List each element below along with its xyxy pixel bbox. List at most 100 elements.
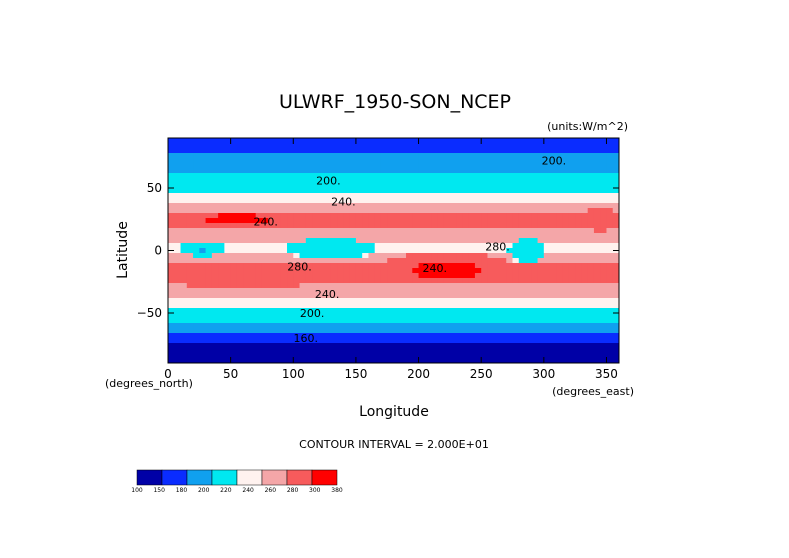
field-cell bbox=[399, 263, 407, 269]
field-cell bbox=[387, 203, 395, 209]
field-cell bbox=[343, 203, 351, 209]
field-cell bbox=[393, 293, 401, 299]
field-cell bbox=[268, 308, 276, 314]
field-cell bbox=[531, 328, 539, 334]
field-cell bbox=[581, 353, 589, 359]
field-cell bbox=[612, 278, 619, 284]
field-cell bbox=[293, 153, 301, 159]
field-cell bbox=[512, 248, 520, 254]
field-cell bbox=[355, 233, 363, 239]
field-cell bbox=[568, 228, 576, 234]
field-cell bbox=[449, 253, 457, 259]
field-cell bbox=[280, 153, 288, 159]
field-cell bbox=[606, 263, 614, 269]
field-cell bbox=[205, 358, 213, 363]
field-cell bbox=[412, 243, 420, 249]
field-cell bbox=[180, 188, 188, 194]
field-cell bbox=[606, 208, 614, 214]
field-cell bbox=[268, 253, 276, 259]
field-cell bbox=[293, 298, 301, 304]
field-cell bbox=[418, 193, 426, 199]
field-cell bbox=[537, 233, 545, 239]
field-cell bbox=[543, 248, 551, 254]
field-cell bbox=[437, 283, 445, 289]
field-cell bbox=[218, 178, 225, 184]
field-cell bbox=[193, 258, 200, 264]
field-cell bbox=[499, 348, 507, 354]
field-cell bbox=[443, 288, 451, 294]
field-cell bbox=[543, 328, 551, 334]
field-cell bbox=[186, 348, 194, 354]
field-cell bbox=[349, 228, 357, 234]
field-cell bbox=[211, 143, 219, 149]
field-cell bbox=[199, 228, 207, 234]
field-cell bbox=[412, 308, 420, 314]
field-cell bbox=[449, 198, 457, 204]
field-cell bbox=[168, 143, 175, 149]
field-cell bbox=[287, 193, 294, 199]
field-cell bbox=[562, 193, 570, 199]
field-cell bbox=[280, 238, 288, 244]
field-cell bbox=[330, 348, 338, 354]
field-cell bbox=[274, 188, 282, 194]
field-cell bbox=[431, 293, 438, 299]
field-cell bbox=[562, 208, 570, 214]
field-cell bbox=[255, 183, 263, 189]
field-cell bbox=[368, 158, 376, 164]
field-cell bbox=[230, 168, 238, 174]
field-cell bbox=[424, 323, 432, 329]
x-tick-label: 0 bbox=[164, 367, 172, 381]
field-cell bbox=[205, 318, 213, 324]
field-cell bbox=[575, 248, 583, 254]
field-cell bbox=[531, 138, 539, 144]
field-cell bbox=[431, 178, 438, 184]
field-cell bbox=[537, 343, 545, 349]
field-cell bbox=[211, 343, 219, 349]
field-cell bbox=[468, 163, 476, 169]
field-cell bbox=[299, 328, 307, 334]
field-cell bbox=[462, 223, 470, 229]
field-cell bbox=[180, 288, 188, 294]
field-cell bbox=[587, 253, 595, 259]
field-cell bbox=[380, 243, 388, 249]
field-cell bbox=[374, 158, 382, 164]
field-cell bbox=[287, 278, 294, 284]
field-cell bbox=[280, 263, 288, 269]
field-cell bbox=[431, 313, 438, 319]
field-cell bbox=[211, 193, 219, 199]
field-cell bbox=[499, 248, 507, 254]
field-cell bbox=[443, 238, 451, 244]
field-cell bbox=[537, 323, 545, 329]
field-cell bbox=[211, 168, 219, 174]
field-cell bbox=[318, 163, 326, 169]
field-cell bbox=[268, 188, 276, 194]
field-cell bbox=[443, 273, 451, 279]
field-cell bbox=[512, 283, 520, 289]
field-cell bbox=[406, 298, 413, 304]
field-cell bbox=[224, 248, 232, 254]
field-cell bbox=[581, 308, 589, 314]
field-cell bbox=[205, 268, 213, 274]
field-cell bbox=[531, 183, 539, 189]
field-cell bbox=[186, 233, 194, 239]
x-tick-label: 350 bbox=[595, 367, 618, 381]
field-cell bbox=[462, 173, 470, 179]
field-cell bbox=[174, 273, 182, 279]
field-cell bbox=[280, 203, 288, 209]
field-cell bbox=[431, 358, 438, 363]
field-cell bbox=[343, 153, 351, 159]
field-cell bbox=[261, 218, 269, 224]
field-cell bbox=[368, 178, 376, 184]
field-cell bbox=[168, 353, 175, 359]
field-cell bbox=[268, 343, 276, 349]
field-cell bbox=[312, 328, 319, 334]
field-cell bbox=[387, 343, 395, 349]
field-cell bbox=[287, 178, 294, 184]
field-cell bbox=[487, 348, 495, 354]
field-cell bbox=[518, 143, 526, 149]
field-cell bbox=[274, 278, 282, 284]
field-cell bbox=[412, 283, 420, 289]
field-cell bbox=[606, 218, 614, 224]
field-cell bbox=[255, 358, 263, 363]
field-cell bbox=[205, 253, 213, 259]
